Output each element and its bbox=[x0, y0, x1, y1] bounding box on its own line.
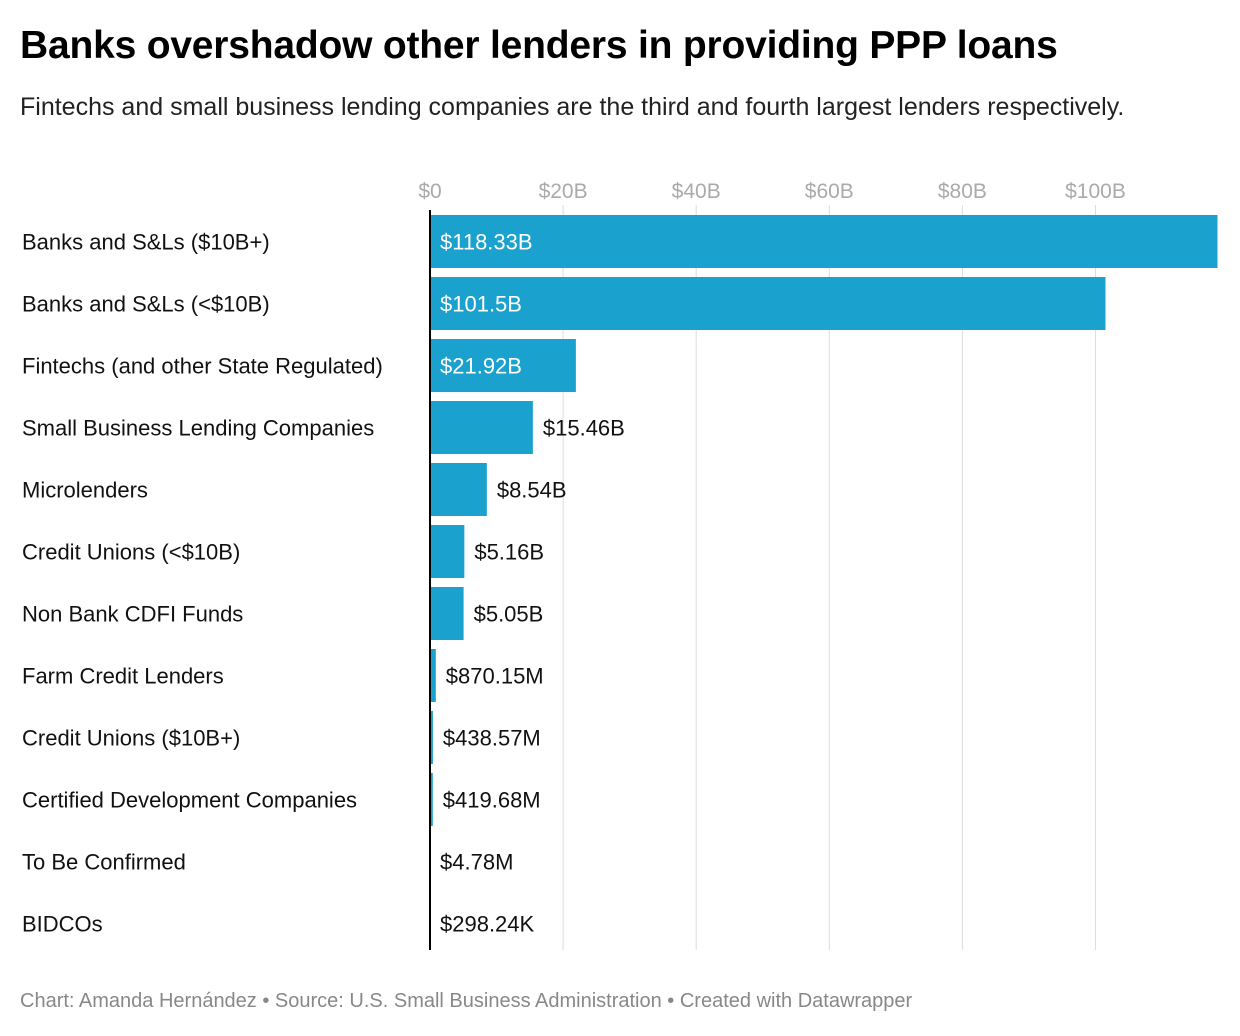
x-tick-label: $40B bbox=[672, 180, 721, 203]
chart-title: Banks overshadow other lenders in provid… bbox=[20, 24, 1058, 67]
value-label: $101.5B bbox=[440, 292, 522, 317]
value-label: $419.68M bbox=[443, 788, 541, 813]
chart-footer: Chart: Amanda Hernández • Source: U.S. S… bbox=[20, 990, 913, 1012]
bar bbox=[430, 525, 465, 578]
x-tick-label: $100B bbox=[1065, 180, 1126, 203]
bar bbox=[430, 277, 1106, 330]
category-label: Microlenders bbox=[22, 478, 148, 503]
category-label: Credit Unions ($10B+) bbox=[22, 726, 240, 751]
value-label: $118.33B bbox=[440, 230, 533, 255]
x-tick-label: $60B bbox=[805, 180, 854, 203]
bar bbox=[430, 339, 576, 392]
category-label: Credit Unions (<$10B) bbox=[22, 540, 240, 565]
x-tick-label: $0 bbox=[418, 180, 441, 203]
value-label: $298.24K bbox=[440, 912, 535, 937]
value-label: $870.15M bbox=[446, 664, 544, 689]
category-labels: Banks and S&Ls ($10B+) $118.33B Banks and … bbox=[22, 230, 625, 937]
value-label: $8.54B bbox=[497, 478, 567, 503]
bar bbox=[430, 773, 433, 826]
value-label: $5.05B bbox=[474, 602, 544, 627]
bar bbox=[430, 463, 487, 516]
category-label: Small Business Lending Companies bbox=[22, 416, 374, 441]
category-label: Banks and S&Ls (<$10B) bbox=[22, 292, 270, 317]
x-axis-ticks: $0 $20B $40B $60B $80B $100B bbox=[418, 180, 1126, 203]
bars bbox=[430, 215, 1218, 950]
category-label: Certified Development Companies bbox=[22, 788, 357, 813]
bar bbox=[430, 711, 433, 764]
category-label: Non Bank CDFI Funds bbox=[22, 602, 243, 627]
category-label: Fintechs (and other State Regulated) bbox=[22, 354, 383, 379]
bar bbox=[430, 587, 464, 640]
value-label: $21.92B bbox=[440, 354, 522, 379]
x-tick-label: $20B bbox=[539, 180, 588, 203]
category-label: Banks and S&Ls ($10B+) bbox=[22, 230, 270, 255]
value-label: $4.78M bbox=[440, 850, 513, 875]
bar bbox=[430, 215, 1218, 268]
bar bbox=[430, 649, 436, 702]
category-label: To Be Confirmed bbox=[22, 850, 186, 875]
x-tick-label: $80B bbox=[938, 180, 987, 203]
value-label: $15.46B bbox=[543, 416, 625, 441]
category-label: Farm Credit Lenders bbox=[22, 664, 224, 689]
value-label: $438.57M bbox=[443, 726, 541, 751]
chart-subtitle: Fintechs and small business lending comp… bbox=[20, 93, 1125, 121]
bar bbox=[430, 401, 533, 454]
category-label: BIDCOs bbox=[22, 912, 103, 937]
value-label: $5.16B bbox=[474, 540, 544, 565]
